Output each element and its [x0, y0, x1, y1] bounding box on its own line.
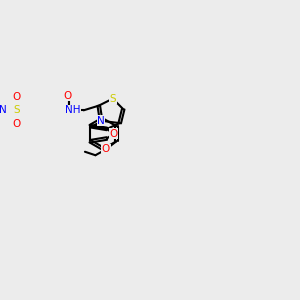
Text: NH: NH	[65, 105, 81, 115]
Text: O: O	[102, 144, 110, 154]
Text: S: S	[13, 105, 20, 115]
Text: N: N	[97, 116, 105, 126]
Text: O: O	[13, 118, 21, 129]
Text: S: S	[110, 94, 116, 104]
Text: O: O	[13, 92, 21, 102]
Text: O: O	[63, 91, 71, 101]
Text: N: N	[0, 105, 7, 115]
Text: O: O	[109, 129, 118, 139]
